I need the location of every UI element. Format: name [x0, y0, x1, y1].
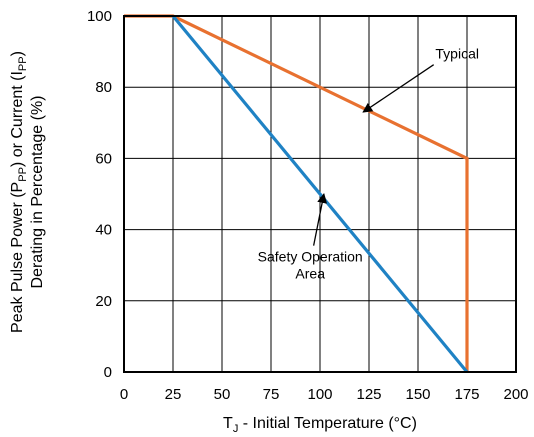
- series-line-0: [124, 14, 469, 372]
- annotation-label-0: Typical: [435, 46, 479, 62]
- y-tick-label: 100: [87, 8, 112, 25]
- y-tick-label: 0: [104, 364, 112, 381]
- y-tick-label: 60: [95, 150, 112, 167]
- annotation-arrow-1: [312, 193, 328, 246]
- x-tick-labels: 0 25 50 75 100 125 150 175 200: [120, 386, 529, 403]
- x-tick-label: 50: [214, 386, 231, 403]
- annotations: Typical Safety Operation Area: [258, 46, 479, 282]
- x-tick-label: 175: [454, 386, 479, 403]
- y-tick-labels: 0 20 40 60 80 100: [87, 8, 112, 381]
- plot-frame: [123, 15, 517, 373]
- annotation-arrow-0: [362, 64, 435, 113]
- series-group: [124, 14, 469, 374]
- x-tick-label: 25: [165, 386, 182, 403]
- x-tick-label: 0: [120, 386, 128, 403]
- x-tick-label: 125: [356, 386, 381, 403]
- x-tick-label: 200: [503, 386, 528, 403]
- y-axis-label-line2: Derating in Percentage (%): [29, 96, 46, 289]
- annotation-label-1: Safety Operation Area: [258, 249, 363, 282]
- x-tick-label: 100: [307, 386, 332, 403]
- y-tick-label: 40: [95, 222, 112, 239]
- y-tick-label: 20: [95, 293, 112, 310]
- y-tick-label: 80: [95, 79, 112, 96]
- y-axis-label-line1: Peak Pulse Power (PPP) or Current (IPP): [9, 51, 29, 333]
- x-tick-label: 150: [405, 386, 430, 403]
- x-axis-label: TJ - Initial Temperature (°C): [223, 415, 417, 435]
- x-tick-label: 75: [263, 386, 280, 403]
